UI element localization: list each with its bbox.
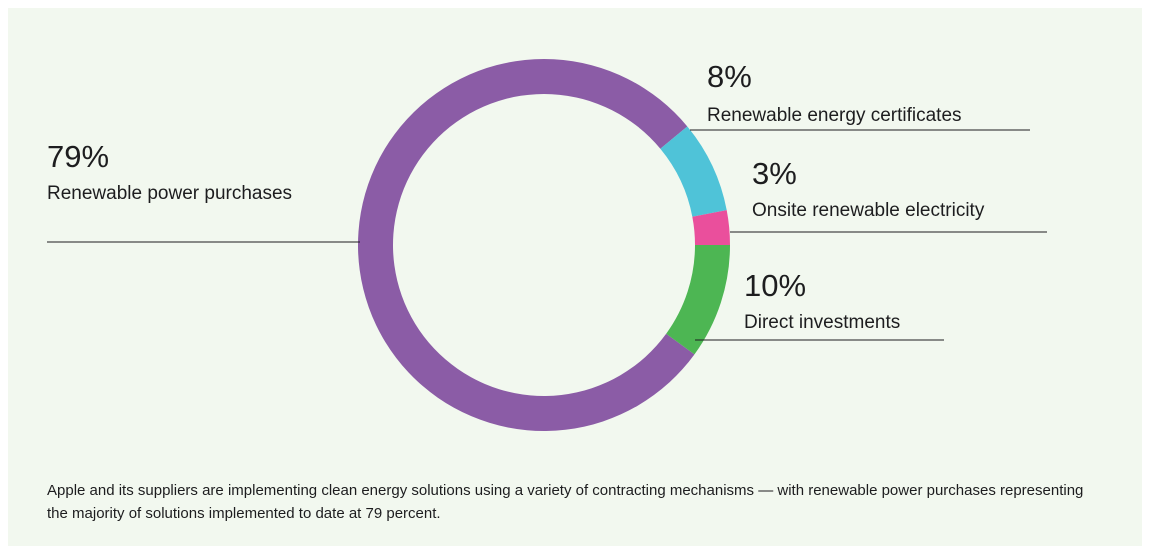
value-label: 79% [47, 139, 110, 174]
value-label: 8% [707, 59, 752, 94]
category-label: Direct investments [744, 312, 901, 333]
caption: Apple and its suppliers are implementing… [47, 482, 1084, 522]
value-label: 3% [752, 156, 797, 191]
donut-segment [692, 210, 730, 245]
donut-segment [358, 58, 695, 431]
value-label: 10% [744, 268, 807, 303]
donut-segment [666, 245, 730, 355]
category-label: Renewable energy certificates [707, 105, 962, 126]
donut-segment [660, 126, 727, 217]
category-label: Renewable power purchases [47, 183, 293, 204]
category-label: Onsite renewable electricity [752, 200, 985, 221]
panel [8, 8, 1142, 546]
